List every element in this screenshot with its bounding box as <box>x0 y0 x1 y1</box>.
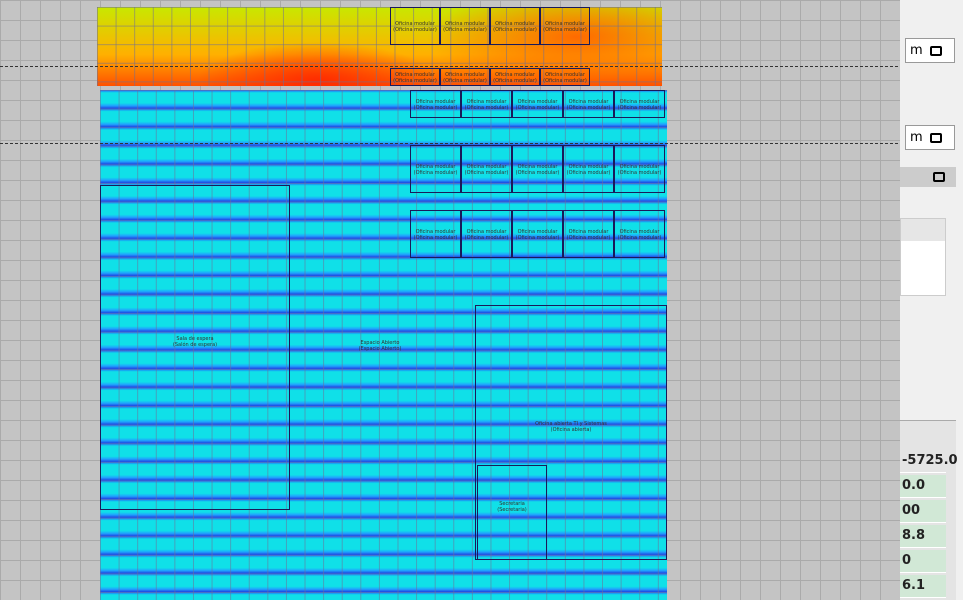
main-heatmap <box>100 90 667 600</box>
modular-office: Oficina modular (Oficina modular) <box>461 90 512 118</box>
room-label: (Oficina modular) <box>515 235 560 241</box>
value-cell: 00 <box>900 500 946 523</box>
room-label: Oficina modular <box>619 164 660 170</box>
guide-line <box>0 143 963 144</box>
value-cell: -5725.0 <box>900 450 958 473</box>
room-label: Oficina modular <box>445 72 485 78</box>
lock-icon[interactable] <box>930 46 942 56</box>
room-label: Oficina modular <box>568 164 609 170</box>
room-label: (Oficina modular) <box>515 105 560 111</box>
room-label: (Oficina modular) <box>464 105 509 111</box>
room-label: (Oficina modular) <box>443 27 487 33</box>
room-label: (Oficina modular) <box>566 170 611 176</box>
room-label: Espacio Abierto <box>360 340 400 346</box>
unit: m <box>910 43 923 58</box>
unit: m <box>910 130 923 145</box>
room-label: Oficina modular <box>517 99 558 105</box>
room-label: Oficina modular <box>619 99 660 105</box>
header-bar <box>900 167 956 187</box>
room-label: (Oficina modular) <box>566 105 611 111</box>
value-cell: 0 <box>900 550 946 573</box>
room-label: (Salón de espera) <box>172 342 218 348</box>
room-label: Oficina modular <box>415 164 456 170</box>
modular-office: Oficina modular (Oficina modular) <box>512 210 563 258</box>
room: Oficina abierta TI y Sistemas (Oficina ab… <box>475 305 667 560</box>
room-label: Oficina modular <box>517 229 558 235</box>
room-label: (Oficina modular) <box>413 105 458 111</box>
modular-office: Oficina modular (Oficina modular) <box>614 145 665 193</box>
modular-office: Oficina modular (Oficina modular) <box>563 145 614 193</box>
room-label: (Oficina modular) <box>493 78 537 84</box>
room-label: (Oficina modular) <box>617 105 662 111</box>
room-label: (Oficina modular) <box>493 27 537 33</box>
lock-icon[interactable] <box>933 172 945 182</box>
modular-office: Oficina modular (Oficina modular) <box>461 210 512 258</box>
room-label: Oficina modular <box>545 21 585 27</box>
modular-office: Oficina modular (Oficina modular) <box>410 210 461 258</box>
room-label: (Oficina modular) <box>464 170 509 176</box>
top-grid <box>97 7 662 86</box>
room-label: Oficina modular <box>395 21 435 27</box>
room-label: (Oficina modular) <box>413 235 458 241</box>
room-label: Oficina modular <box>415 229 456 235</box>
room-label: Oficina modular <box>415 99 456 105</box>
room-label: Oficina modular <box>619 229 660 235</box>
modular-office: Oficina modular (Oficina modular) <box>512 90 563 118</box>
modular-office: Oficina modular (Oficina modular) <box>490 7 540 45</box>
table <box>900 218 946 296</box>
room-label: Oficina modular <box>545 72 585 78</box>
room-label: (Oficina modular) <box>393 27 437 33</box>
modular-office: Oficina modular (Oficina modular) <box>390 7 440 45</box>
room-label: Oficina modular <box>445 21 485 27</box>
room: Secretaria (Secretaria) <box>477 465 547 560</box>
modular-office: Oficina modular (Oficina modular) <box>410 90 461 118</box>
room-label: (Oficina modular) <box>443 78 487 84</box>
modular-office: Oficina modular (Oficina modular) <box>614 210 665 258</box>
room-label: (Oficina modular) <box>543 78 587 84</box>
modular-office: Oficina modular (Oficina modular) <box>540 7 590 45</box>
room-label: Oficina modular <box>466 229 507 235</box>
room-label: Oficina modular <box>568 99 609 105</box>
room-label: (Oficina modular) <box>393 78 437 84</box>
room-label: (Oficina modular) <box>566 235 611 241</box>
modular-office: Oficina modular (Oficina modular) <box>440 7 490 45</box>
room-label: (Secretaria) <box>497 507 527 513</box>
modular-office: Oficina modular (Oficina modular) <box>563 90 614 118</box>
modular-office: Oficina modular (Oficina modular) <box>512 145 563 193</box>
room-label: Oficina modular <box>495 21 535 27</box>
room-label: Oficina modular <box>517 164 558 170</box>
room: Espacio Abierto (Espacio Abierto) <box>290 250 470 450</box>
lock-icon[interactable] <box>930 133 942 143</box>
room-label: Secretaria <box>499 501 525 507</box>
room-label: (Oficina modular) <box>617 235 662 241</box>
room-label: Oficina modular <box>466 99 507 105</box>
room-label: (Oficina abierta) <box>550 427 592 433</box>
modular-office: Oficina modular (Oficina modular) <box>614 90 665 118</box>
room-label: (Oficina modular) <box>515 170 560 176</box>
modular-office: Oficina modular (Oficina modular) <box>490 68 540 86</box>
room-label: Sala de espera <box>176 336 214 342</box>
value-cell: 0.0 <box>900 475 946 498</box>
room-label: (Espacio Abierto) <box>358 346 402 352</box>
modular-office: Oficina modular (Oficina modular) <box>540 68 590 86</box>
room-label: Oficina modular <box>568 229 609 235</box>
modular-office: Oficina modular (Oficina modular) <box>563 210 614 258</box>
room: Sala de espera (Salón de espera) <box>100 185 290 510</box>
room-label: Oficina modular <box>495 72 535 78</box>
room-label: (Oficina modular) <box>464 235 509 241</box>
modular-office: Oficina modular (Oficina modular) <box>461 145 512 193</box>
room-label: (Oficina modular) <box>413 170 458 176</box>
guide-line <box>0 66 963 67</box>
modular-office: Oficina modular (Oficina modular) <box>410 145 461 193</box>
room-label: Oficina modular <box>466 164 507 170</box>
modular-office: Oficina modular (Oficina modular) <box>440 68 490 86</box>
value-cell: 8.8 <box>900 525 946 548</box>
room-label: (Oficina modular) <box>617 170 662 176</box>
modular-office: Oficina modular (Oficina modular) <box>390 68 440 86</box>
room-label: Oficina modular <box>395 72 435 78</box>
room-label: (Oficina modular) <box>543 27 587 33</box>
value-cell: 6.1 <box>900 575 946 598</box>
room-label: Oficina abierta TI y Sistemas <box>535 421 607 427</box>
